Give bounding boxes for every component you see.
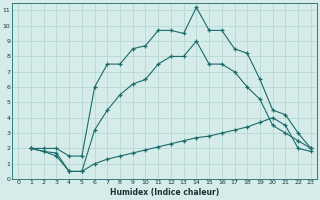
X-axis label: Humidex (Indice chaleur): Humidex (Indice chaleur) <box>110 188 219 197</box>
